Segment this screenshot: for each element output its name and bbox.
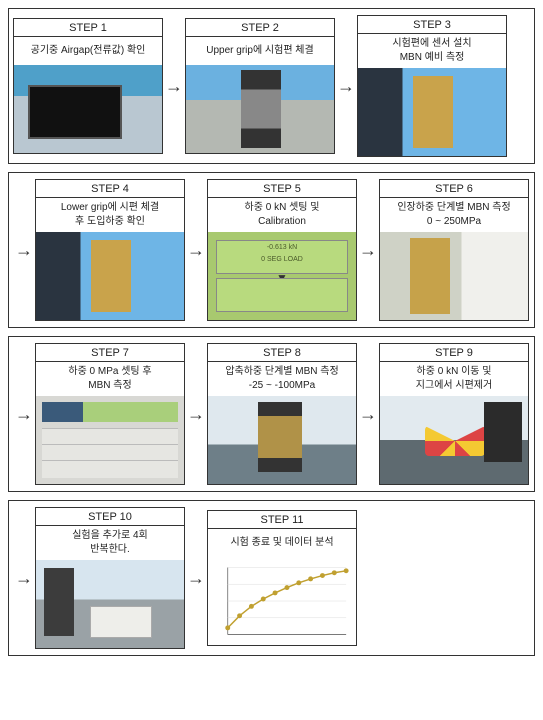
- step-1-photo: [14, 65, 162, 153]
- arrow-icon: →: [335, 76, 357, 97]
- step-4-photo: [36, 232, 184, 320]
- step-9-title: STEP 9: [380, 344, 528, 362]
- lcd-top-line1: -0.613 kN: [208, 244, 356, 251]
- step-2-title: STEP 2: [186, 19, 334, 37]
- arrow-icon: →: [13, 240, 35, 261]
- step-9-photo: [380, 396, 528, 484]
- lcd-bot-line1: 0.005 kN: [208, 289, 356, 296]
- arrow-icon: →: [357, 404, 379, 425]
- step-7-desc: 하중 0 MPa 셋팅 후 MBN 측정: [36, 362, 184, 396]
- step-11: STEP 11 시험 종료 및 데이터 분석: [207, 510, 357, 646]
- step-11-desc: 시험 종료 및 데이터 분석: [208, 529, 356, 557]
- step-group-1: STEP 1 공기중 Airgap(전류값) 확인 → STEP 2 Upper…: [8, 8, 535, 164]
- step-6-desc: 인장하중 단계별 MBN 측정 0 ~ 250MPa: [380, 198, 528, 232]
- step-7-photo: [36, 396, 184, 484]
- step-8-photo: [208, 396, 356, 484]
- arrow-icon: →: [185, 568, 207, 589]
- step-10-photo: [36, 560, 184, 648]
- step-2: STEP 2 Upper grip에 시험편 체결: [185, 18, 335, 154]
- chart-svg: [208, 557, 356, 645]
- step-5-desc: 하중 0 kN 셋팅 및 Calibration: [208, 198, 356, 232]
- arrow-icon: →: [185, 240, 207, 261]
- step-9-desc: 하중 0 kN 이동 및 지그에서 시편제거: [380, 362, 528, 396]
- step-11-chart: [208, 557, 356, 645]
- step-group-2: → STEP 4 Lower grip에 시편 체결 후 도입하중 확인 → S…: [8, 172, 535, 328]
- step-11-title: STEP 11: [208, 511, 356, 529]
- step-1-desc: 공기중 Airgap(전류값) 확인: [14, 37, 162, 65]
- step-7: STEP 7 하중 0 MPa 셋팅 후 MBN 측정: [35, 343, 185, 485]
- step-5-title: STEP 5: [208, 180, 356, 198]
- step-3-desc: 시험편에 센서 설치 MBN 예비 측정: [358, 34, 506, 68]
- step-2-photo: [186, 65, 334, 153]
- lcd-bot-line2: 5124 CYC LOAD: [208, 301, 356, 308]
- step-4: STEP 4 Lower grip에 시편 체결 후 도입하중 확인: [35, 179, 185, 321]
- step-7-title: STEP 7: [36, 344, 184, 362]
- step-5: STEP 5 하중 0 kN 셋팅 및 Calibration -0.613 k…: [207, 179, 357, 321]
- step-1-title: STEP 1: [14, 19, 162, 37]
- step-8: STEP 8 압축하중 단계별 MBN 측정 -25 ~ -100MPa: [207, 343, 357, 485]
- arrow-icon: →: [357, 240, 379, 261]
- step-3: STEP 3 시험편에 센서 설치 MBN 예비 측정: [357, 15, 507, 157]
- step-6: STEP 6 인장하중 단계별 MBN 측정 0 ~ 250MPa: [379, 179, 529, 321]
- step-6-title: STEP 6: [380, 180, 528, 198]
- step-8-title: STEP 8: [208, 344, 356, 362]
- step-10-title: STEP 10: [36, 508, 184, 526]
- step-8-desc: 압축하중 단계별 MBN 측정 -25 ~ -100MPa: [208, 362, 356, 396]
- step-5-photo: -0.613 kN 0 SEG LOAD ▼ 0.005 kN 5124 CYC…: [208, 232, 356, 320]
- step-2-desc: Upper grip에 시험편 체결: [186, 37, 334, 65]
- step-10-desc: 실험을 추가로 4회 반복한다.: [36, 526, 184, 560]
- step-3-photo: [358, 68, 506, 156]
- step-group-4: → STEP 10 실험을 추가로 4회 반복한다. → STEP 11 시험 …: [8, 500, 535, 656]
- arrow-icon: →: [163, 76, 185, 97]
- arrow-icon: →: [13, 568, 35, 589]
- step-4-desc: Lower grip에 시편 체결 후 도입하중 확인: [36, 198, 184, 232]
- step-4-title: STEP 4: [36, 180, 184, 198]
- step-9: STEP 9 하중 0 kN 이동 및 지그에서 시편제거: [379, 343, 529, 485]
- arrow-icon: →: [185, 404, 207, 425]
- step-1: STEP 1 공기중 Airgap(전류값) 확인: [13, 18, 163, 154]
- arrow-icon: →: [13, 404, 35, 425]
- lcd-top-line2: 0 SEG LOAD: [208, 256, 356, 263]
- step-6-photo: [380, 232, 528, 320]
- step-group-3: → STEP 7 하중 0 MPa 셋팅 후 MBN 측정 → STEP 8 압…: [8, 336, 535, 492]
- step-3-title: STEP 3: [358, 16, 506, 34]
- step-10: STEP 10 실험을 추가로 4회 반복한다.: [35, 507, 185, 649]
- down-arrow-icon: ▼: [208, 271, 356, 285]
